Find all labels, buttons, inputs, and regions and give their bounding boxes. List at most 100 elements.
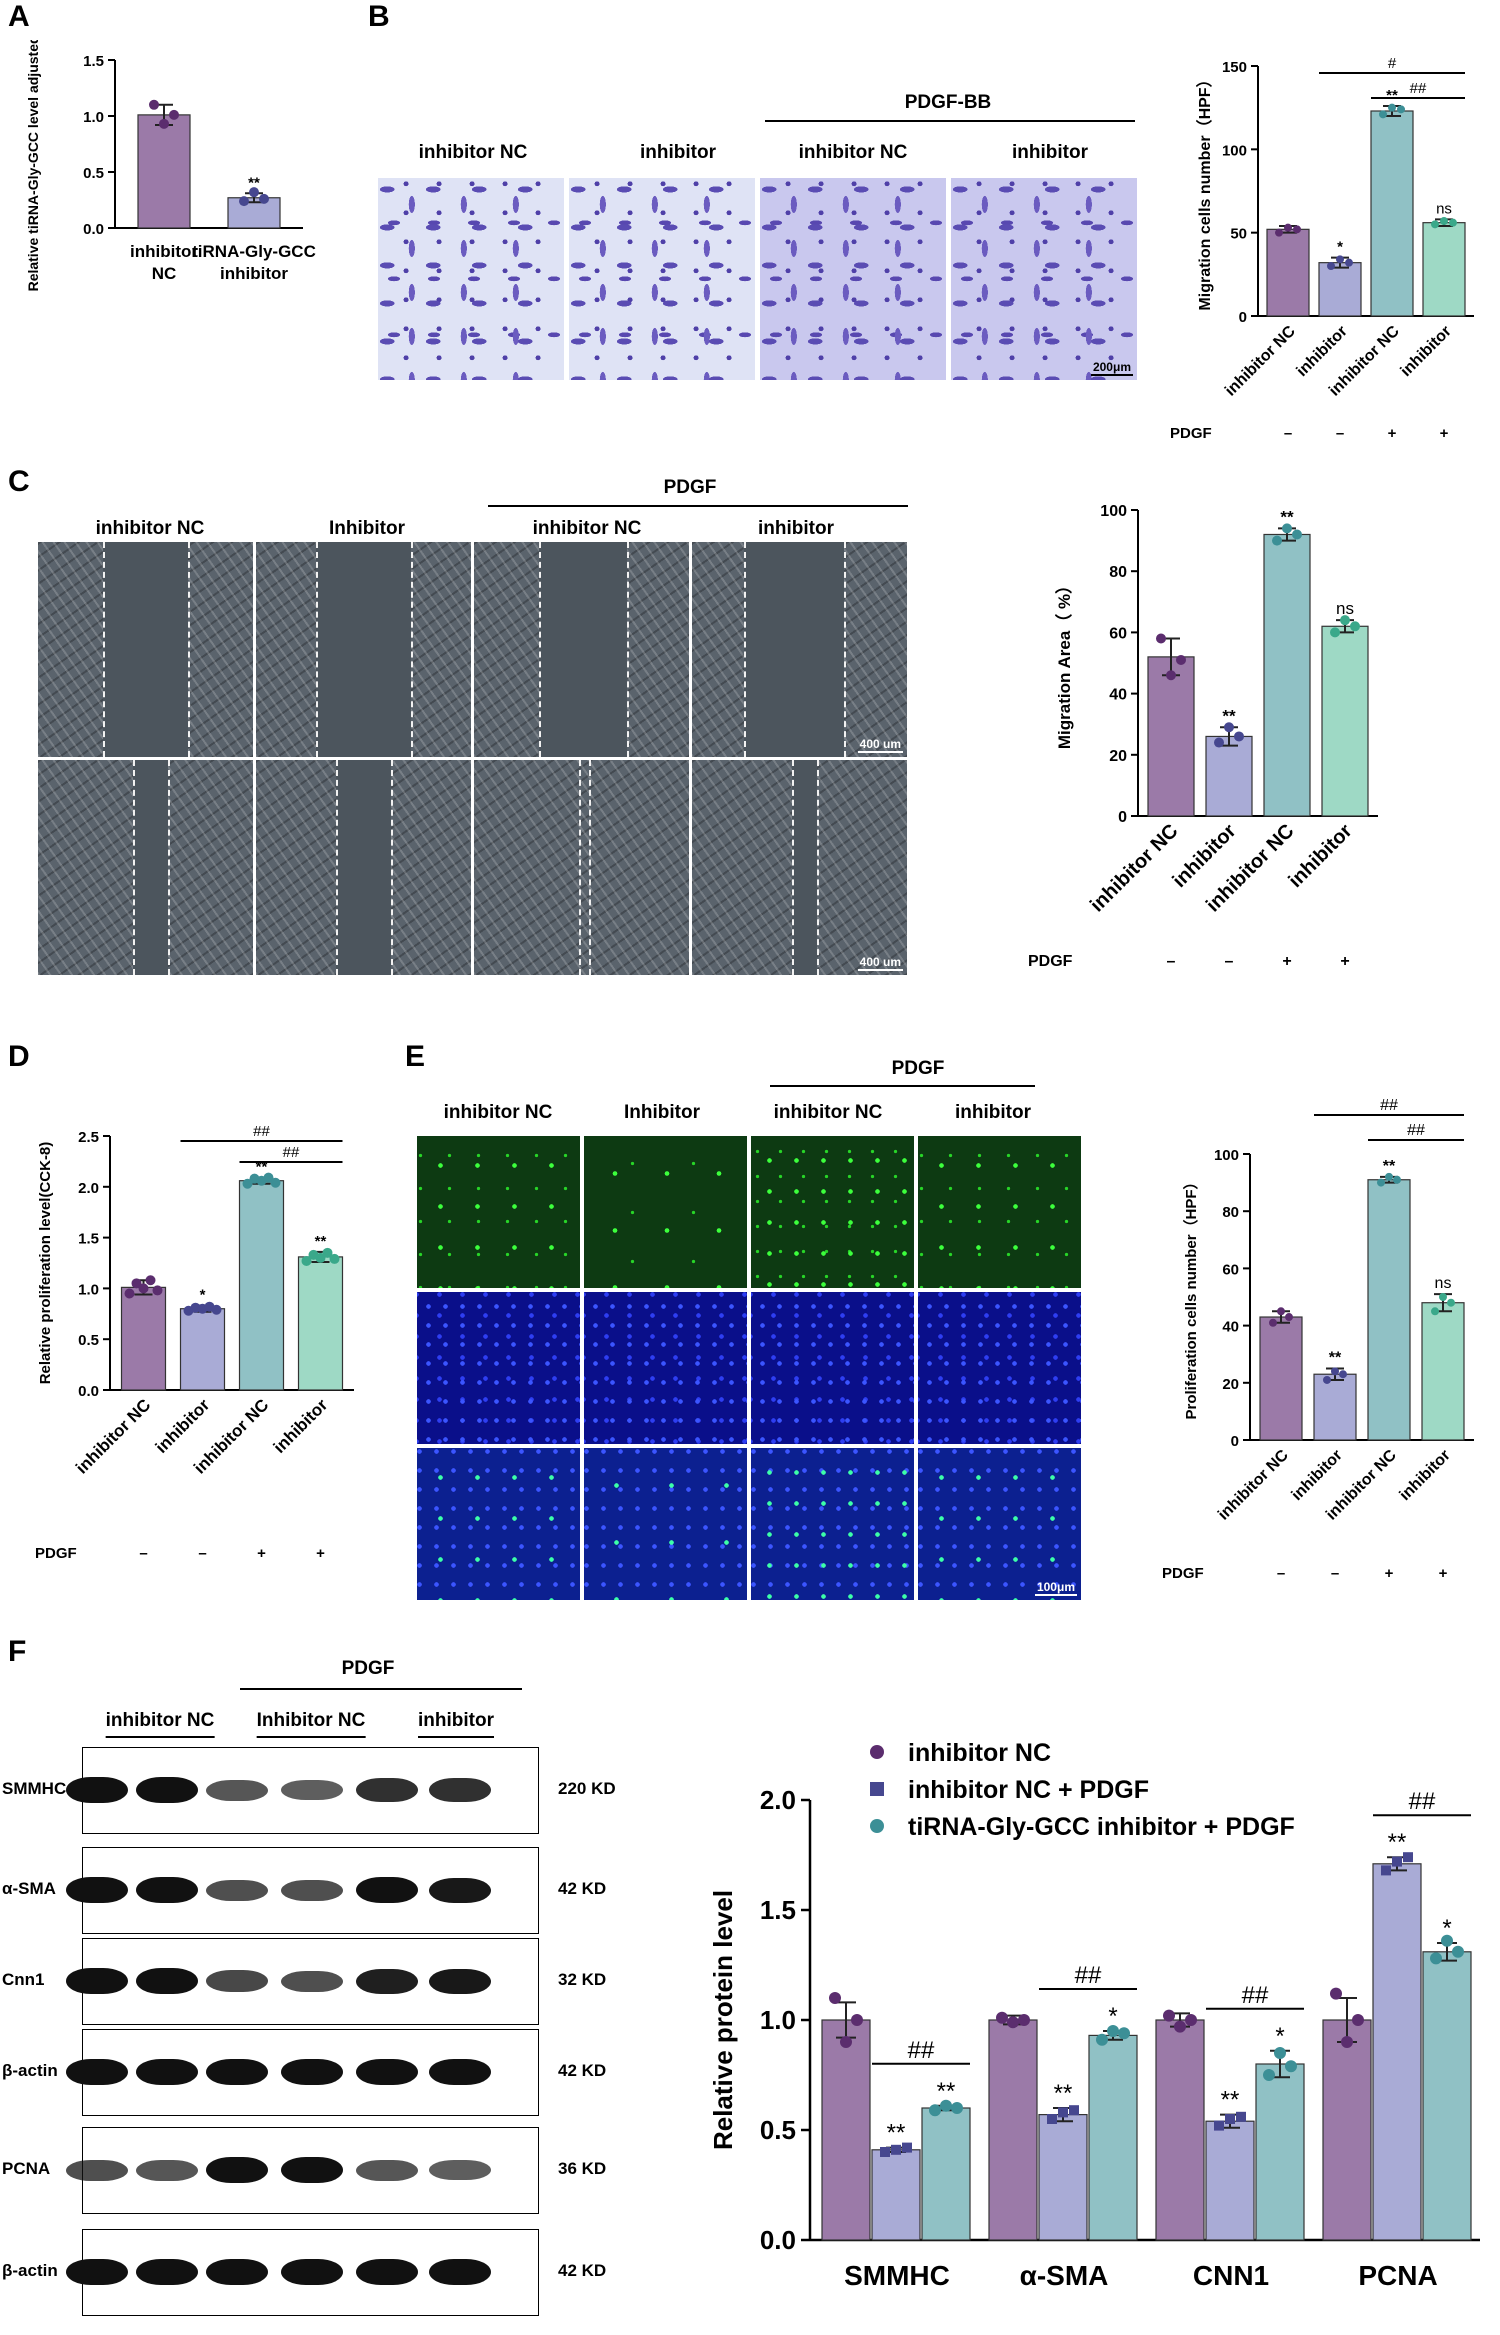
data-point [1350,621,1360,632]
b-group-line [765,120,1135,122]
significance-mark: ** [315,1233,327,1250]
data-point [1096,2033,1108,2046]
significance-mark: ** [1386,87,1398,104]
data-point [138,1283,149,1294]
blot-strip [66,2127,539,2214]
y-tick-label: 0.5 [760,2115,796,2145]
y-tick-label: 50 [1230,226,1247,243]
c-image-2-top [256,542,471,757]
y-tick-label: 80 [1109,564,1127,581]
data-point [1392,1856,1402,1867]
data-point [1058,2107,1068,2118]
bar [921,2107,971,2241]
blot-band [356,1877,418,1903]
y-tick-label: 60 [1109,625,1127,642]
data-point [1431,1307,1439,1316]
data-point [1323,1375,1331,1384]
data-point [270,1177,281,1188]
data-point [1439,1293,1447,1301]
bar [1263,533,1311,817]
chart-d: 0.0 0.5 1.0 1.5 2.0 2.5 Relative proliferation… [35,1123,354,1562]
blot-band [136,2259,198,2285]
data-point [169,109,179,120]
data-point [1285,1313,1293,1322]
bar [871,2149,921,2241]
comparison-mark: ## [1075,1962,1102,1989]
data-point [1176,654,1186,665]
e-edu-1 [417,1136,580,1288]
comparison-mark: ## [1380,1097,1398,1114]
treatment-sign: + [1340,953,1349,970]
panel-label-c: C [8,465,30,498]
category-label: inhibitor [1397,1447,1454,1504]
b-header-1: inhibitor NC [418,142,528,163]
data-point [1069,2105,1079,2116]
data-point [891,2144,901,2155]
data-point [1263,2069,1275,2081]
category-label: SMMHC [844,2260,950,2291]
e-dapi-3 [751,1292,914,1444]
b-header-4: inhibitor [1012,142,1088,163]
blot-band [356,2259,418,2285]
data-point [1340,615,1350,626]
bar [1255,2063,1305,2241]
y-tick-label: 1.0 [78,1281,99,1298]
f-lane-header-1: inhibitor NC [105,1710,215,1738]
blot-band [206,2259,268,2285]
significance-mark: ** [1329,1350,1342,1367]
data-point [263,1172,274,1183]
bar [1266,228,1310,317]
blot-band [281,2157,343,2183]
blot-band [206,2059,268,2085]
bar [120,1286,167,1391]
y-tick-label: 1.5 [83,53,104,70]
y-tick-label: 100 [1222,142,1247,159]
data-point [1336,255,1344,264]
data-point [315,1252,326,1263]
data-point [1393,1175,1401,1184]
y-tick-label: 150 [1222,59,1247,76]
bar [1422,1951,1472,2241]
data-point [1345,258,1353,267]
data-point [902,2142,912,2153]
treatment-sign: – [198,1545,206,1562]
treatment-sign: – [1331,1565,1339,1582]
blot-kd-label: 32 KD [558,1970,607,1989]
bar [1321,625,1369,817]
treatment-sign: + [1282,953,1291,970]
y-tick-label: 1.5 [78,1231,99,1248]
data-point [1225,2114,1235,2124]
category-label: inhibitor [1289,1447,1346,1504]
bar [1421,1302,1465,1441]
y-tick-label: 20 [1222,1376,1239,1393]
blot-band [136,2059,198,2085]
bar [1155,2019,1205,2241]
y-tick-label: 1.0 [83,109,104,126]
e-group-header: PDGF [891,1058,945,1079]
blot-strip [66,1747,539,1834]
blot-kd-label: 42 KD [558,2261,607,2280]
blot-kd-label: 220 KD [558,1779,616,1798]
c-header-3: inhibitor NC [532,518,642,539]
blot-band [429,1778,491,1802]
blot-band [66,1968,128,1994]
c-image-3-bottom [474,760,689,975]
blot-band [281,1970,343,1992]
comparison-mark: ## [1407,1122,1425,1139]
data-point [259,193,269,204]
c-group-line [488,505,908,507]
data-point [1174,2020,1186,2033]
c-image-1-top [38,542,253,757]
bar [1313,1373,1357,1441]
b-group-header: PDGF-BB [904,92,992,113]
bar [1205,735,1253,817]
treatment-sign: – [1225,953,1234,970]
blot-band [66,1777,128,1803]
e-header-4: inhibitor [955,1102,1031,1123]
blot-band [429,2160,491,2180]
data-point [840,2036,852,2048]
data-point [1282,523,1292,534]
blot-band [66,1877,128,1903]
e-scale-bar: 100μm [1034,1580,1077,1596]
